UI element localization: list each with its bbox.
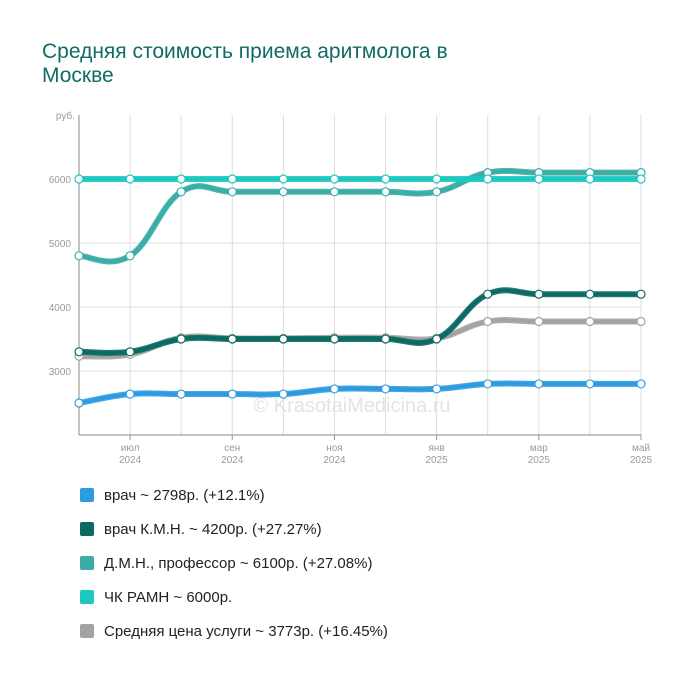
series (74, 379, 646, 408)
series-line-outline (78, 167, 641, 265)
x-tick-year: 2024 (323, 455, 346, 466)
point (585, 174, 595, 184)
point (227, 174, 237, 184)
legend-label: врач ~ 2798р. (+12.1%) (104, 487, 265, 504)
point (278, 187, 288, 197)
x-tick-year: 2025 (426, 455, 449, 466)
y-tick-label: 3000 (49, 367, 72, 378)
point (636, 316, 646, 327)
point (329, 334, 340, 344)
point (483, 289, 493, 299)
point (432, 174, 442, 184)
y-tick-label: 6000 (49, 175, 72, 186)
point (176, 174, 186, 184)
legend-label: Д.М.Н., профессор ~ 6100р. (+27.08%) (104, 555, 372, 572)
chart-title: Средняя стоимость приема аритмолога в Мо… (42, 40, 448, 87)
point (585, 316, 595, 327)
point (380, 174, 391, 184)
point (176, 334, 186, 344)
point (176, 389, 186, 399)
point (636, 379, 646, 389)
point (329, 187, 340, 197)
point (380, 187, 391, 197)
point (227, 334, 237, 344)
point (432, 384, 442, 394)
x-tick-year: 2025 (528, 455, 551, 466)
point (125, 251, 135, 261)
point (74, 398, 84, 408)
point (227, 389, 237, 399)
x-tick-label: май (632, 443, 650, 454)
series (74, 174, 646, 184)
point (483, 174, 493, 184)
x-tick-label: янв (429, 443, 445, 454)
legend-label: ЧК РАМН ~ 6000р. (104, 589, 232, 606)
point (585, 289, 595, 299)
x-tick-label: сен (224, 443, 240, 454)
legend-swatch (80, 556, 94, 570)
point (380, 384, 391, 394)
point (534, 174, 544, 184)
point (278, 334, 288, 344)
series (74, 167, 646, 265)
point (125, 347, 135, 357)
series (74, 287, 646, 357)
legend-swatch (80, 624, 94, 638)
point (74, 251, 84, 261)
point (329, 174, 340, 184)
point (636, 174, 646, 184)
x-tick-year: 2024 (221, 455, 244, 466)
x-tick-label: ноя (326, 443, 343, 454)
legend-label: Средняя цена услуги ~ 3773р. (+16.45%) (104, 623, 388, 640)
point (534, 289, 544, 299)
point (636, 289, 646, 299)
point (329, 384, 340, 394)
point (278, 389, 288, 399)
point (534, 316, 544, 327)
x-tick-year: 2025 (630, 455, 653, 466)
x-tick-label: мар (530, 443, 548, 454)
point (278, 174, 288, 184)
point (74, 347, 84, 357)
point (380, 334, 391, 344)
legend-label: врач К.М.Н. ~ 4200р. (+27.27%) (104, 521, 322, 538)
point (483, 316, 493, 327)
series-line (77, 381, 643, 405)
point (74, 174, 84, 184)
y-axis-label: руб. (56, 110, 75, 122)
x-tick-label: июл (121, 443, 140, 454)
point (176, 187, 186, 197)
legend-swatch (80, 522, 94, 536)
watermark: © KrasotaiMedicina.ru (253, 395, 450, 417)
y-tick-label: 4000 (49, 303, 72, 314)
point (432, 187, 442, 197)
point (227, 187, 237, 197)
y-tick-label: 5000 (49, 239, 72, 250)
legend-swatch (80, 590, 94, 604)
point (534, 379, 544, 389)
point (125, 389, 135, 399)
point (125, 174, 135, 184)
legend-swatch (80, 488, 94, 502)
point (432, 334, 442, 344)
point (585, 379, 595, 389)
x-tick-year: 2024 (119, 455, 142, 466)
point (483, 379, 493, 389)
